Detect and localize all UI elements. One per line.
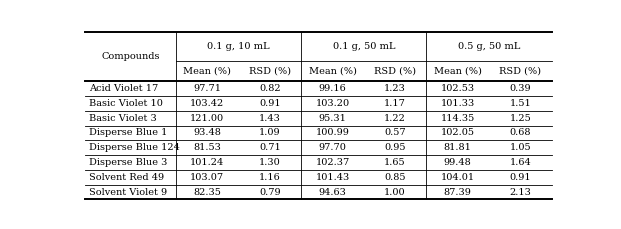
Text: RSD (%): RSD (%)	[499, 67, 542, 76]
Text: 87.39: 87.39	[444, 188, 472, 196]
Text: 94.63: 94.63	[319, 188, 347, 196]
Text: 102.05: 102.05	[441, 128, 474, 137]
Text: 1.09: 1.09	[259, 128, 281, 137]
Text: 1.65: 1.65	[384, 158, 406, 167]
Text: 1.16: 1.16	[259, 173, 281, 182]
Text: 1.64: 1.64	[509, 158, 531, 167]
Text: 102.53: 102.53	[441, 84, 475, 93]
Text: Disperse Blue 124: Disperse Blue 124	[89, 143, 179, 152]
Text: 0.39: 0.39	[510, 84, 531, 93]
Text: 104.01: 104.01	[441, 173, 475, 182]
Text: Disperse Blue 1: Disperse Blue 1	[89, 128, 167, 137]
Text: Mean (%): Mean (%)	[434, 67, 482, 76]
Text: Compounds: Compounds	[101, 52, 160, 61]
Text: 100.99: 100.99	[315, 128, 350, 137]
Text: Solvent Red 49: Solvent Red 49	[89, 173, 164, 182]
Text: RSD (%): RSD (%)	[249, 67, 291, 76]
Text: 0.85: 0.85	[384, 173, 406, 182]
Text: 2.13: 2.13	[509, 188, 532, 196]
Text: 121.00: 121.00	[190, 114, 224, 123]
Text: 1.22: 1.22	[384, 114, 406, 123]
Text: 101.43: 101.43	[315, 173, 350, 182]
Text: Basic Violet 10: Basic Violet 10	[89, 99, 163, 108]
Text: Basic Violet 3: Basic Violet 3	[89, 114, 156, 123]
Text: 0.68: 0.68	[510, 128, 531, 137]
Text: 101.24: 101.24	[190, 158, 224, 167]
Text: 93.48: 93.48	[193, 128, 221, 137]
Text: RSD (%): RSD (%)	[374, 67, 416, 76]
Text: 1.23: 1.23	[384, 84, 406, 93]
Text: Mean (%): Mean (%)	[309, 67, 356, 76]
Text: Acid Violet 17: Acid Violet 17	[89, 84, 158, 93]
Text: 97.70: 97.70	[319, 143, 347, 152]
Text: 0.91: 0.91	[510, 173, 531, 182]
Text: 0.71: 0.71	[259, 143, 281, 152]
Text: 1.43: 1.43	[259, 114, 281, 123]
Text: 0.79: 0.79	[259, 188, 281, 196]
Text: 82.35: 82.35	[193, 188, 221, 196]
Text: Mean (%): Mean (%)	[183, 67, 231, 76]
Text: 103.42: 103.42	[190, 99, 224, 108]
Text: 102.37: 102.37	[315, 158, 350, 167]
Text: 1.30: 1.30	[259, 158, 281, 167]
Text: 103.07: 103.07	[190, 173, 224, 182]
Text: 1.51: 1.51	[509, 99, 531, 108]
Text: 0.57: 0.57	[384, 128, 406, 137]
Text: 0.95: 0.95	[384, 143, 406, 152]
Text: 1.05: 1.05	[510, 143, 531, 152]
Text: 0.1 g, 50 mL: 0.1 g, 50 mL	[332, 42, 395, 51]
Text: 0.5 g, 50 mL: 0.5 g, 50 mL	[458, 42, 520, 51]
Text: Solvent Violet 9: Solvent Violet 9	[89, 188, 167, 196]
Text: 81.53: 81.53	[193, 143, 221, 152]
Text: 1.25: 1.25	[509, 114, 531, 123]
Text: 1.17: 1.17	[384, 99, 406, 108]
Text: 97.71: 97.71	[193, 84, 221, 93]
Text: 103.20: 103.20	[315, 99, 350, 108]
Text: 95.31: 95.31	[319, 114, 347, 123]
Text: Disperse Blue 3: Disperse Blue 3	[89, 158, 167, 167]
Text: 1.00: 1.00	[384, 188, 406, 196]
Text: 99.16: 99.16	[319, 84, 347, 93]
Text: 101.33: 101.33	[441, 99, 475, 108]
Text: 0.1 g, 10 mL: 0.1 g, 10 mL	[207, 42, 270, 51]
Text: 0.82: 0.82	[259, 84, 281, 93]
Text: 99.48: 99.48	[444, 158, 471, 167]
Text: 81.81: 81.81	[444, 143, 472, 152]
Text: 0.91: 0.91	[259, 99, 281, 108]
Text: 114.35: 114.35	[441, 114, 475, 123]
